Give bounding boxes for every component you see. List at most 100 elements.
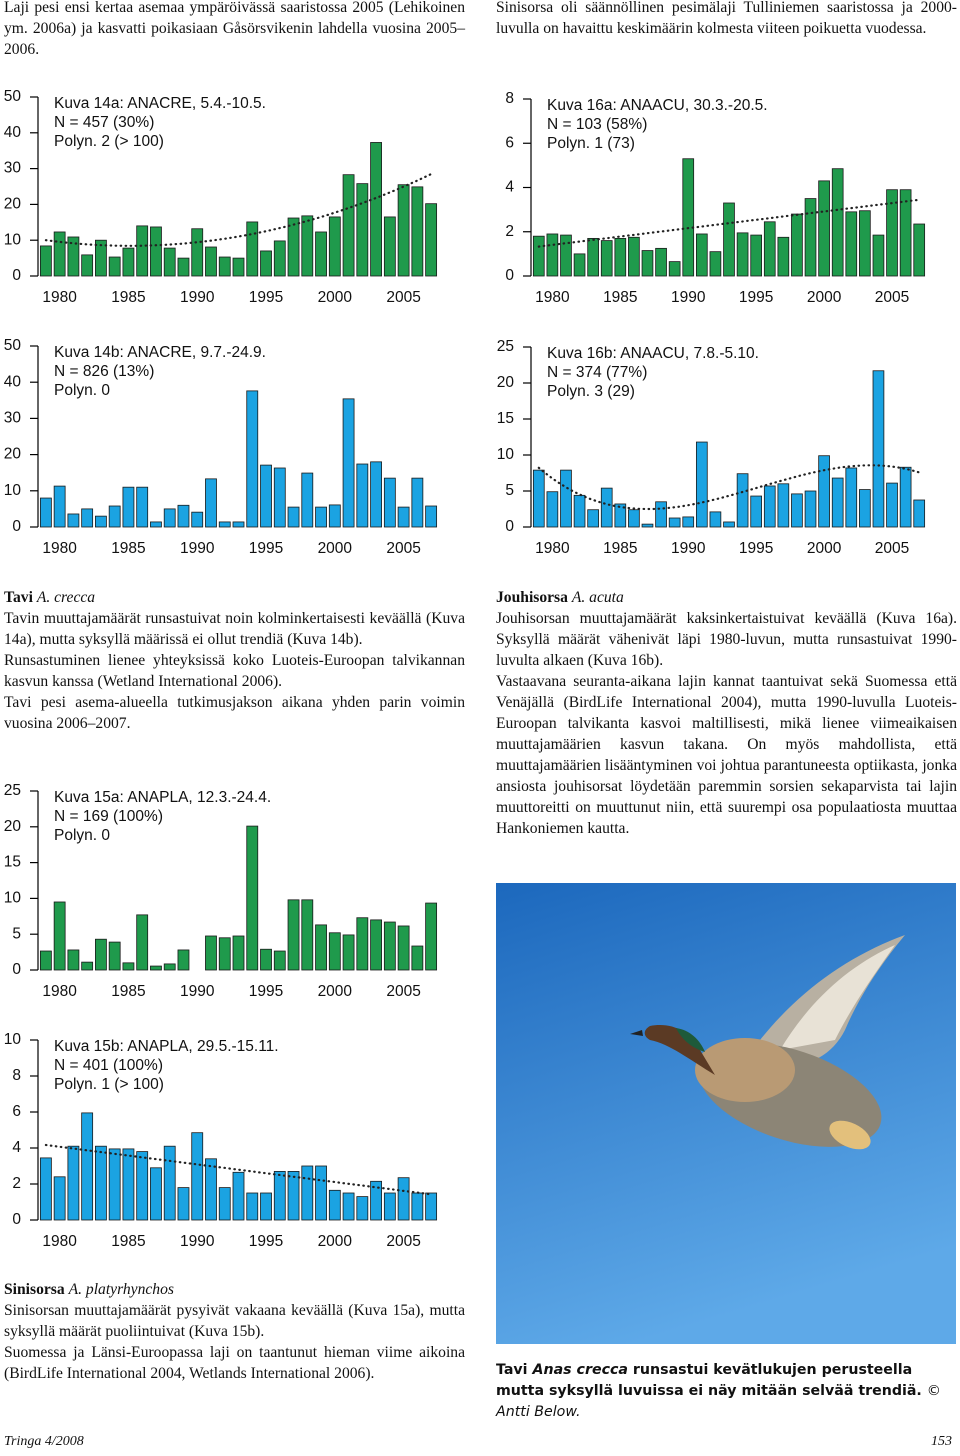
bar — [342, 1192, 355, 1221]
bar — [859, 489, 871, 528]
bar — [150, 226, 162, 277]
bar — [791, 213, 803, 277]
bar — [397, 506, 410, 528]
page-number: 153 — [931, 1434, 952, 1449]
bar — [342, 934, 355, 971]
x-tick-label: 2005 — [386, 1233, 420, 1250]
bar — [108, 1148, 121, 1221]
paragraph: Tavi pesi asema-alueella tutkimusjakson … — [4, 694, 465, 732]
y-tick-label: 40 — [4, 373, 22, 390]
paragraph: Sinisorsan muuttajamäärät pysyivät vakaa… — [4, 1302, 465, 1340]
y-tick-label: 0 — [12, 518, 21, 535]
bar — [818, 180, 830, 277]
species-name: Jouhisorsa — [496, 589, 568, 606]
bar — [177, 257, 190, 277]
bar — [397, 184, 410, 277]
bar — [397, 925, 410, 971]
bar — [804, 198, 817, 277]
bar — [232, 521, 245, 528]
x-tick-label: 1990 — [671, 540, 706, 557]
y-tick-label: 2 — [505, 223, 514, 240]
bar — [886, 482, 898, 528]
paragraph: Vastaavana seuranta-aikana lajin kannat … — [496, 673, 957, 837]
bar — [872, 370, 885, 528]
bar — [39, 1157, 52, 1221]
bar — [246, 1192, 259, 1221]
y-tick-label: 2 — [12, 1175, 21, 1192]
bar — [682, 158, 695, 277]
chart-title: Kuva 14a: ANACRE, 5.4.-10.5. — [54, 95, 266, 112]
bar — [532, 469, 545, 528]
bar — [260, 464, 272, 528]
y-tick-label: 20 — [497, 374, 515, 391]
bar — [81, 508, 94, 528]
bar — [695, 233, 708, 277]
bar — [425, 902, 438, 971]
x-tick-label: 1980 — [42, 983, 77, 1000]
bar — [39, 950, 52, 971]
chart-title: Kuva 15a: ANAPLA, 12.3.-24.4. — [54, 789, 271, 806]
bar — [328, 1189, 341, 1221]
bar — [532, 235, 545, 277]
bar — [370, 461, 382, 528]
bar — [560, 234, 572, 277]
x-tick-label: 2005 — [386, 289, 420, 306]
bar — [913, 499, 926, 528]
y-tick-label: 10 — [497, 446, 515, 463]
bar — [628, 236, 640, 277]
x-tick-label: 1990 — [180, 540, 215, 557]
bar — [191, 228, 204, 277]
chart-title: Kuva 16b: ANAACU, 7.8.-5.10. — [547, 345, 759, 362]
bar — [546, 491, 559, 528]
bar — [67, 236, 80, 277]
bar — [246, 390, 259, 528]
bar — [205, 935, 217, 971]
x-tick-label: 2005 — [386, 540, 420, 557]
bar — [397, 1177, 410, 1221]
bar — [301, 215, 314, 277]
bar — [370, 1180, 382, 1221]
bar — [655, 501, 667, 528]
y-tick-label: 30 — [4, 409, 22, 426]
chart-annotation: N = 103 (58%) — [547, 116, 647, 133]
bar — [205, 478, 217, 528]
bar — [177, 949, 190, 971]
bar — [163, 963, 176, 971]
bar — [163, 1145, 176, 1221]
y-tick-label: 6 — [505, 134, 514, 151]
bar — [411, 186, 424, 277]
bar — [163, 508, 176, 528]
bar — [763, 485, 776, 528]
bar — [709, 511, 722, 528]
bar — [150, 965, 162, 971]
x-tick-label: 1995 — [249, 983, 283, 1000]
bar — [273, 1171, 286, 1221]
x-tick-label: 2000 — [807, 289, 842, 306]
x-tick-label: 1985 — [111, 983, 145, 1000]
bar — [411, 1192, 424, 1221]
bar — [81, 961, 94, 971]
bar — [723, 202, 735, 277]
bar — [383, 921, 396, 971]
x-tick-label: 2000 — [318, 289, 353, 306]
photo — [496, 883, 956, 1344]
bar — [122, 247, 135, 277]
bar — [260, 948, 272, 971]
bar — [301, 899, 314, 971]
bar — [804, 490, 817, 528]
y-tick-label: 4 — [12, 1139, 21, 1156]
bar — [383, 477, 396, 528]
bar — [750, 495, 763, 528]
x-tick-label: 1995 — [249, 1233, 283, 1250]
x-tick-label: 2005 — [875, 540, 909, 557]
section: Jouhisorsa A. acuta Jouhisorsan muuttaja… — [496, 587, 957, 839]
paragraph: Runsastuminen lienee yhteyksissä koko Lu… — [4, 652, 465, 690]
bar — [682, 516, 695, 528]
bar — [260, 250, 272, 277]
x-tick-label: 2000 — [318, 1233, 353, 1250]
bar — [383, 1192, 396, 1221]
y-tick-label: 10 — [4, 482, 22, 499]
bar — [899, 189, 912, 277]
chart-annotation: N = 169 (100%) — [54, 808, 163, 825]
